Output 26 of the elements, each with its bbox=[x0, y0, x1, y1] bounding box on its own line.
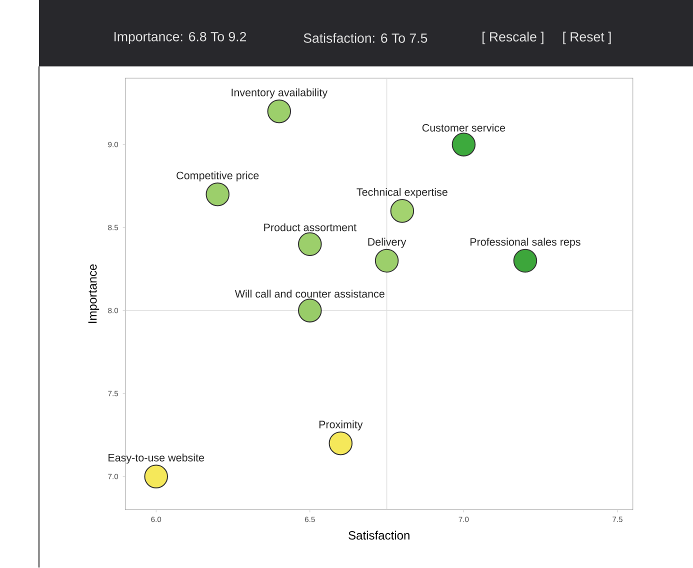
annotation: Customer service bbox=[422, 124, 506, 132]
point bbox=[374, 249, 399, 273]
point bbox=[390, 199, 414, 224]
text: [ Rescale ] bbox=[482, 32, 544, 44]
annotation: Technical expertise bbox=[356, 188, 448, 198]
annotation: Professional sales reps bbox=[470, 238, 580, 248]
point bbox=[452, 132, 476, 157]
point bbox=[513, 249, 538, 273]
point bbox=[144, 464, 168, 489]
text: [ Reset ] bbox=[563, 32, 611, 44]
text: Satisfaction: 6 To 7.5 bbox=[304, 33, 428, 44]
annotation: Inventory availability bbox=[232, 88, 328, 99]
point bbox=[206, 182, 230, 206]
annotation: Product assortment bbox=[264, 223, 356, 232]
point bbox=[298, 298, 322, 323]
point bbox=[298, 232, 322, 256]
y-axis-title: Importance bbox=[88, 264, 100, 324]
annotation: Competitive price bbox=[176, 172, 259, 182]
x-axis-title: Satisfaction bbox=[348, 530, 410, 540]
annotation: Will call and counter assistance bbox=[234, 290, 384, 298]
annotation: Easy-to-use website bbox=[108, 454, 204, 464]
annotation: Proximity bbox=[319, 420, 363, 431]
point bbox=[267, 100, 292, 124]
point bbox=[328, 432, 353, 456]
text: Importance: 6.8 To 9.2 bbox=[114, 32, 246, 44]
annotation: Delivery bbox=[368, 238, 406, 248]
